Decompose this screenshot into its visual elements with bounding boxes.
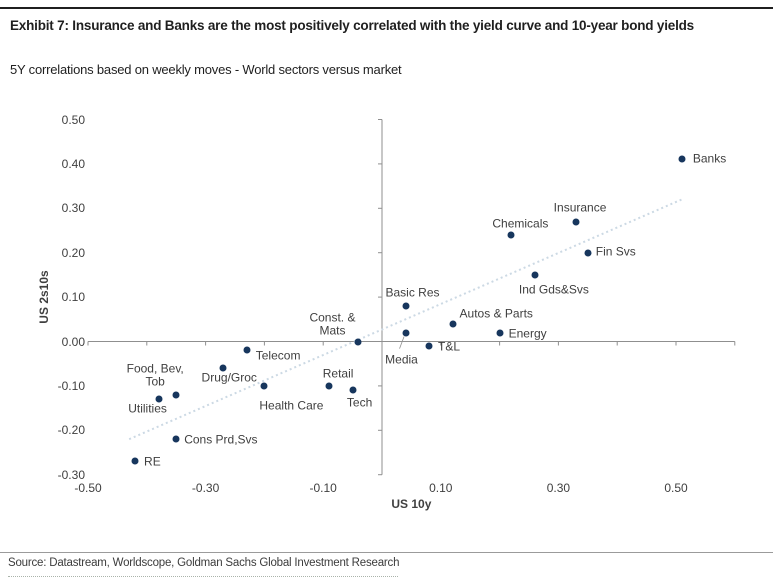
- data-point-autos-parts: [449, 320, 457, 328]
- point-label-re: RE: [144, 454, 161, 469]
- y-tick-label: 0.20: [61, 245, 85, 260]
- point-label-fin-svs: Fin Svs: [595, 243, 636, 258]
- data-point-telecom: [243, 346, 251, 354]
- point-label-t-l: T&L: [438, 339, 461, 354]
- point-label-ind-gds-svs: Ind Gds&Svs: [518, 282, 589, 297]
- chart-canvas: [87, 119, 736, 476]
- x-tick-label: 0.10: [429, 481, 453, 495]
- trend-line: [128, 198, 683, 441]
- data-point-basic-res: [402, 302, 410, 310]
- y-tick-label: 0.10: [61, 290, 85, 305]
- y-tick-label: 0.50: [61, 112, 85, 127]
- data-point-utilities: [155, 395, 163, 403]
- data-point-tech: [349, 386, 357, 394]
- x-tick-label: 0.50: [664, 481, 688, 495]
- point-label-tech: Tech: [346, 395, 373, 410]
- point-label-drug-groc: Drug/Groc: [201, 370, 257, 385]
- data-point-food-bev-tob: [172, 391, 180, 399]
- point-label-autos-parts: Autos & Parts: [459, 305, 533, 320]
- data-point-drug-groc: [219, 364, 227, 372]
- y-tick-label: 0.40: [61, 156, 85, 171]
- data-point-chemicals: [507, 231, 515, 239]
- y-tick-label: -0.20: [57, 423, 85, 438]
- y-tick-label: 0.00: [61, 334, 85, 349]
- y-tick-label: -0.10: [57, 378, 85, 393]
- exhibit-title: Exhibit 7: Insurance and Banks are the m…: [10, 18, 694, 33]
- point-label-const-mats: Const. & Mats: [309, 310, 356, 338]
- point-label-insurance: Insurance: [553, 199, 607, 214]
- point-label-telecom: Telecom: [255, 348, 301, 363]
- point-label-banks: Banks: [692, 151, 727, 166]
- point-label-health-care: Health Care: [259, 398, 324, 413]
- exhibit-subtitle: 5Y correlations based on weekly moves - …: [10, 62, 402, 77]
- point-label-retail: Retail: [322, 366, 354, 381]
- data-point-const-mats: [354, 338, 362, 345]
- x-tick-label: -0.50: [74, 481, 102, 495]
- data-point-retail: [325, 382, 333, 390]
- data-point-insurance: [572, 218, 580, 226]
- point-label-utilities: Utilities: [128, 401, 167, 416]
- x-axis-title: US 10y: [391, 497, 432, 511]
- footer-rule: [0, 552, 773, 553]
- data-point-health-care: [260, 382, 268, 390]
- point-label-basic-res: Basic Res: [385, 285, 440, 300]
- data-point-banks: [678, 155, 686, 163]
- data-point-energy: [496, 329, 504, 337]
- data-point-fin-svs: [584, 249, 592, 257]
- point-label-chemicals: Chemicals: [492, 216, 549, 231]
- y-tick-label: 0.30: [61, 201, 85, 216]
- top-rule: [0, 7, 773, 9]
- y-tick-label: -0.30: [57, 467, 85, 482]
- data-point-ind-gds-svs: [531, 271, 539, 279]
- x-tick-label: 0.30: [546, 481, 571, 495]
- data-point-cons-prd-svs: [172, 435, 180, 443]
- x-tick-label: -0.10: [309, 481, 337, 495]
- point-label-energy: Energy: [508, 325, 547, 340]
- point-label-food-bev-tob: Food, Bev, Tob: [126, 361, 184, 389]
- data-point-re: [131, 457, 139, 465]
- point-label-cons-prd-svs: Cons Prd,Svs: [184, 432, 258, 447]
- bottom-dotted-rule: [8, 576, 398, 577]
- x-tick-label: -0.30: [191, 481, 220, 495]
- source-text: Source: Datastream, Worldscope, Goldman …: [8, 557, 400, 569]
- data-point-t-l: [425, 342, 433, 350]
- scatter-chart: Banks Insurance Fin Svs Chemicals Ind Gds&Sv…: [0, 100, 773, 530]
- data-point-media: [402, 329, 410, 337]
- point-label-media: Media: [385, 351, 418, 366]
- y-axis-title: US 2s10s: [37, 270, 51, 324]
